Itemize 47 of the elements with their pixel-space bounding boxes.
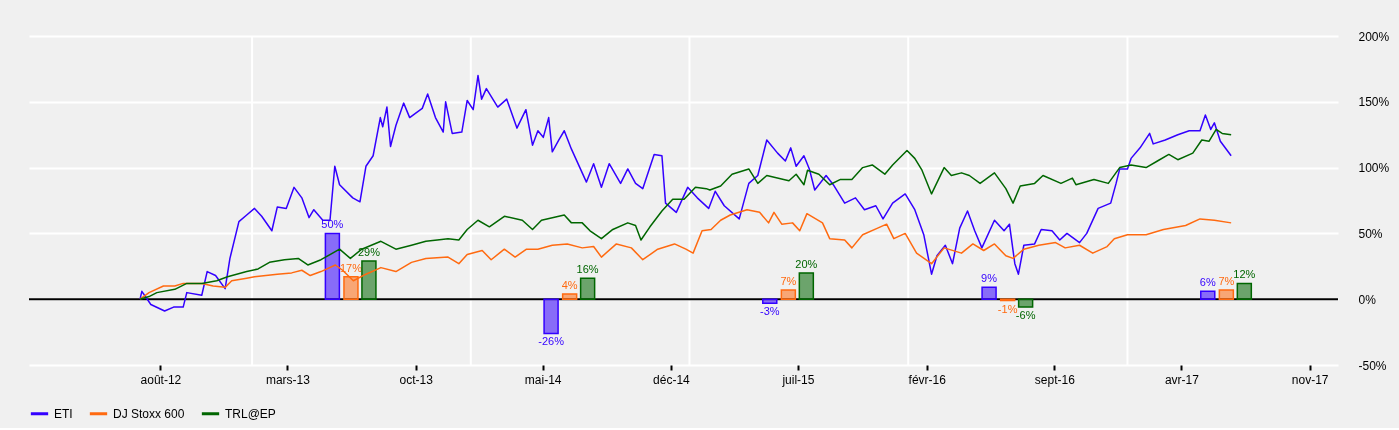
data-label: 9% bbox=[981, 272, 998, 285]
bar bbox=[324, 232, 341, 300]
x-tick-label: déc-14 bbox=[653, 372, 691, 387]
data-label: -3% bbox=[760, 305, 780, 318]
legend-label: DJ Stoxx 600 bbox=[113, 406, 185, 421]
y-tick-label: 50% bbox=[1358, 226, 1383, 241]
x-tick-label: mai-14 bbox=[524, 372, 562, 387]
x-tick-label: mars-13 bbox=[265, 372, 311, 387]
y-tick-label: 200% bbox=[1358, 29, 1390, 44]
data-label: 4% bbox=[561, 278, 578, 291]
bar bbox=[981, 286, 997, 300]
x-tick-label: juil-15 bbox=[781, 372, 815, 387]
data-label: 29% bbox=[357, 246, 381, 259]
x-tick-label: avr-17 bbox=[1164, 372, 1200, 387]
bar bbox=[561, 293, 578, 300]
x-tick-label: août-12 bbox=[140, 372, 182, 387]
bar bbox=[798, 272, 815, 300]
x-tick-label: oct-13 bbox=[399, 372, 434, 387]
x-tick-label: sept-16 bbox=[1034, 372, 1076, 387]
x-tick-label: nov-17 bbox=[1291, 372, 1329, 387]
y-tick-label: 100% bbox=[1358, 161, 1390, 176]
data-label: 7% bbox=[1218, 274, 1235, 287]
bar bbox=[343, 276, 359, 300]
data-label: 20% bbox=[795, 257, 818, 270]
data-label: -26% bbox=[538, 335, 565, 348]
bar bbox=[762, 298, 778, 304]
bar bbox=[1017, 298, 1034, 308]
y-tick-label: 150% bbox=[1358, 95, 1390, 110]
bar bbox=[579, 277, 596, 300]
data-label: 7% bbox=[780, 274, 797, 287]
bar bbox=[361, 260, 377, 300]
y-tick-label: -50% bbox=[1358, 358, 1387, 373]
line-series bbox=[139, 128, 1232, 300]
data-label: 12% bbox=[1233, 268, 1256, 281]
legend-label: ETI bbox=[54, 406, 73, 421]
legend-label: TRL@EP bbox=[225, 406, 276, 421]
data-label: -1% bbox=[997, 302, 1018, 315]
bar bbox=[1218, 289, 1235, 300]
bar bbox=[1236, 282, 1253, 300]
line-series bbox=[139, 208, 1232, 300]
data-label: 6% bbox=[1199, 276, 1216, 289]
x-tick-label: févr-16 bbox=[908, 372, 947, 387]
bar bbox=[780, 289, 797, 300]
y-tick-label: 0% bbox=[1358, 292, 1377, 307]
bar bbox=[1200, 290, 1216, 300]
data-label: 16% bbox=[576, 263, 599, 276]
bar bbox=[543, 298, 559, 335]
